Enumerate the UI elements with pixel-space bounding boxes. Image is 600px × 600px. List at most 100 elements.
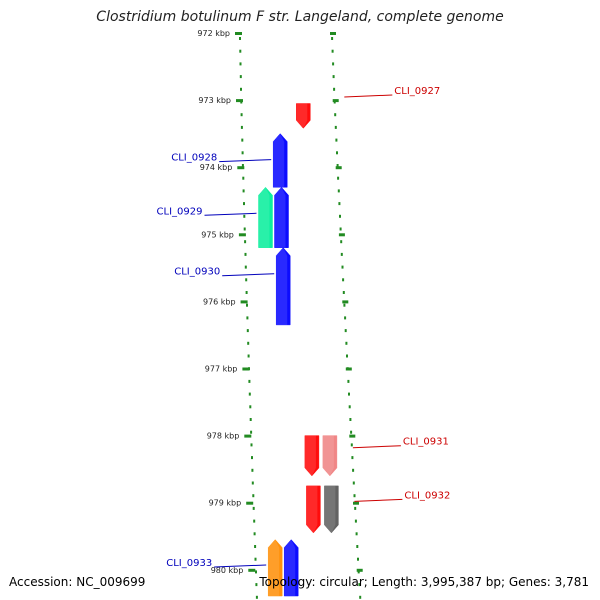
minor-tick-right (357, 557, 359, 561)
minor-tick-left (240, 113, 243, 117)
gene-arrow-shading (258, 187, 270, 248)
minor-tick-left (253, 532, 256, 536)
minor-tick-left (243, 214, 246, 218)
major-ticks: 972 kbp 973 kbp 974 kbp 975 kbp 976 kbp 977 k… (197, 29, 363, 575)
gene-label[interactable]: CLI_0929 (157, 206, 203, 217)
gene-label[interactable]: CLI_0930 (174, 267, 220, 278)
minor-tick-right (338, 202, 341, 206)
gene-label[interactable]: CLI_0932 (404, 490, 450, 501)
gene-arrow-shading (276, 247, 288, 325)
minor-tick-right (351, 456, 354, 460)
minor-tick-right (339, 214, 341, 218)
minor-tick-right (354, 506, 357, 510)
gene-arrow[interactable] (304, 435, 320, 477)
minor-tick-right (343, 303, 346, 307)
minor-tick-left (239, 75, 242, 79)
minor-tick-right (347, 379, 350, 383)
minor-tick-left (255, 570, 257, 574)
minor-tick-right (344, 316, 347, 320)
minor-tick-right (341, 265, 344, 269)
minor-tick-right (333, 87, 336, 91)
minor-tick-right (358, 583, 361, 587)
major-tick-left (244, 434, 252, 438)
minor-tick-left (252, 506, 255, 510)
minor-tick-right (332, 62, 335, 66)
tick-label: 978 kbp (207, 432, 240, 441)
genome-stats-text: Topology: circular; Length: 3,995,387 bp… (259, 575, 589, 589)
minor-tick-left (244, 252, 247, 256)
minor-tick-left (251, 456, 253, 460)
minor-tick-left (255, 595, 258, 599)
minor-tick-left (247, 354, 250, 358)
minor-tick-right (348, 392, 350, 396)
minor-tick-right (356, 545, 359, 548)
gene-label[interactable]: CLI_0927 (394, 86, 440, 97)
minor-tick-left (241, 138, 244, 142)
gene-label[interactable]: CLI_0928 (171, 153, 217, 164)
major-tick-right (335, 166, 342, 170)
gene-arrow-shading (274, 187, 286, 248)
gene-arrow[interactable] (296, 103, 311, 129)
major-tick-left (237, 166, 245, 170)
gene-label-connector (352, 445, 401, 449)
minor-tick-left (242, 189, 245, 193)
minor-tick-right (342, 278, 345, 282)
gene-arrow[interactable] (322, 435, 338, 477)
minor-tick-left (241, 151, 244, 155)
minor-tick-left (250, 443, 253, 447)
gene-arrow-shading (306, 485, 318, 533)
minor-tick-right (340, 252, 343, 256)
gene-arrow-shading (324, 485, 336, 533)
major-tick-left (236, 99, 243, 103)
accession-text: Accession: NC_009699 (9, 575, 146, 589)
minor-tick-left (246, 303, 248, 307)
minor-tick-right (352, 481, 355, 485)
major-tick-right (332, 99, 339, 103)
minor-tick-right (334, 125, 337, 129)
map-title: Clostridium botulinum F str. Langeland, … (96, 9, 504, 25)
tick-label: 976 kbp (203, 297, 236, 306)
minor-tick-right (337, 176, 340, 180)
minor-tick-left (239, 49, 242, 53)
minor-tick-right (342, 291, 345, 294)
major-tick-right (345, 367, 352, 371)
minor-tick-left (253, 519, 256, 523)
genes (258, 103, 339, 597)
gene-arrow[interactable] (306, 485, 321, 534)
major-tick-right (356, 568, 363, 572)
minor-tick-right (335, 138, 338, 142)
minor-tick-left (240, 125, 243, 129)
minor-tick-left (252, 494, 255, 498)
gene-arrow[interactable] (324, 485, 339, 534)
gene-arrow[interactable] (275, 247, 291, 326)
minor-tick-right (344, 329, 347, 333)
minor-tick-left (241, 164, 244, 167)
minor-tick-left (254, 557, 257, 561)
gene-label[interactable]: CLI_0931 (403, 437, 449, 448)
gene-arrow[interactable] (267, 539, 283, 597)
minor-tick-right (348, 405, 351, 409)
minor-tick-right (340, 240, 343, 244)
minor-tick-left (249, 405, 252, 409)
gene-arrow[interactable] (274, 186, 289, 248)
minor-tick-left (251, 481, 254, 485)
major-tick-right (342, 300, 349, 304)
gene-label[interactable]: CLI_0933 (166, 558, 212, 569)
minor-tick-right (334, 113, 337, 117)
gene-label-connector (344, 94, 393, 98)
minor-tick-right (345, 341, 348, 345)
minor-tick-right (350, 443, 353, 447)
minor-tick-left (242, 176, 245, 180)
tick-label: 980 kbp (211, 566, 244, 575)
gene-arrow[interactable] (283, 539, 299, 597)
minor-tick-right (331, 37, 334, 40)
major-tick-right (353, 501, 359, 505)
minor-tick-right (359, 595, 362, 599)
tick-label: 973 kbp (198, 96, 231, 105)
minor-tick-left (243, 202, 245, 206)
gene-arrow[interactable] (258, 186, 273, 248)
gene-labels: CLI_0927 CLI_0928 CLI_0929 CLI_0930 CLI_0931… (157, 86, 451, 569)
minor-tick-left (239, 37, 241, 40)
gene-arrow[interactable] (272, 133, 288, 188)
